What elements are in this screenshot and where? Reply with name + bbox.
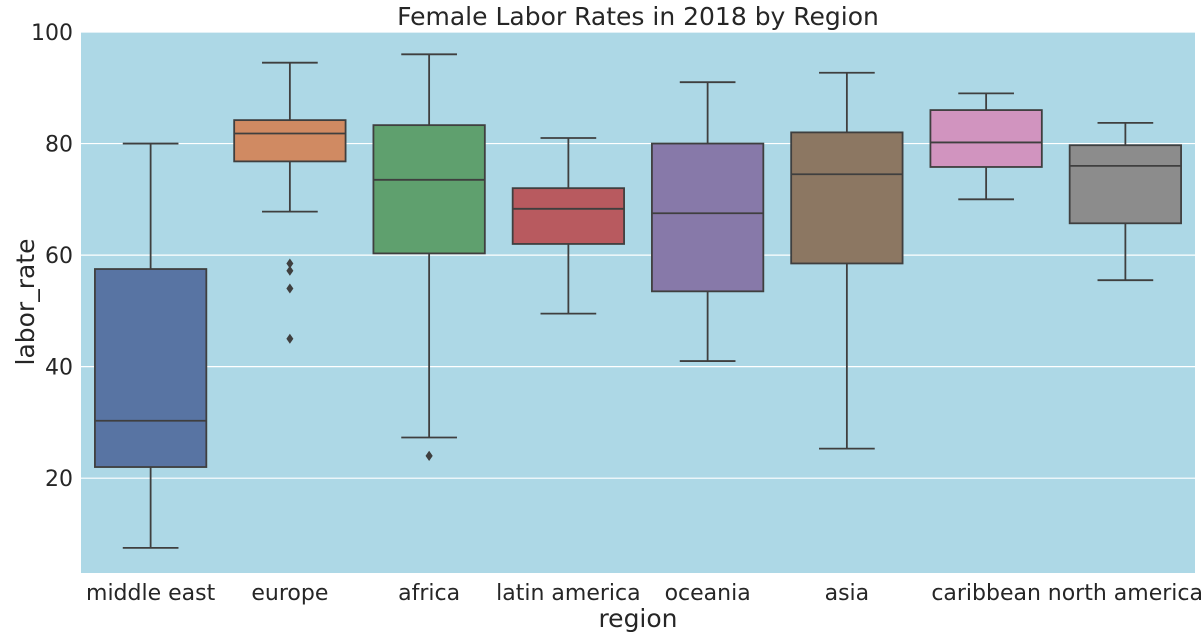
box-oceania — [651, 81, 765, 362]
box-iqr — [94, 268, 208, 468]
x-axis-label: region — [598, 604, 677, 633]
outlier-point — [286, 258, 294, 269]
y-axis-label: labor_rate — [11, 239, 40, 366]
y-tick-80: 80 — [45, 133, 73, 158]
box-iqr — [372, 124, 486, 255]
box-iqr — [929, 109, 1043, 168]
outlier-point — [286, 333, 294, 344]
x-tick-caribbean: caribbean — [931, 581, 1041, 606]
x-tick-asia: asia — [825, 581, 870, 606]
chart-title: Female Labor Rates in 2018 by Region — [397, 2, 879, 31]
y-tick-100: 100 — [31, 21, 73, 46]
x-tick-oceania: oceania — [665, 581, 751, 606]
box-iqr — [790, 131, 904, 265]
y-tick-40: 40 — [45, 356, 73, 381]
x-tick-north-america: north america — [1048, 581, 1203, 606]
x-tick-latin-america: latin america — [496, 581, 640, 606]
box-middle-east — [94, 142, 208, 549]
y-tick-60: 60 — [45, 244, 73, 269]
box-iqr — [1068, 144, 1182, 225]
box-north-america — [1068, 122, 1182, 282]
box-iqr — [651, 142, 765, 293]
box-iqr — [511, 187, 625, 245]
box-asia — [790, 71, 904, 450]
outlier-point — [286, 283, 294, 294]
x-tick-middle-east: middle east — [86, 581, 216, 606]
box-caribbean — [929, 92, 1043, 201]
outlier-point — [425, 450, 433, 461]
x-tick-europe: europe — [251, 581, 328, 606]
y-tick-labels: 20 40 60 80 100 — [31, 21, 73, 492]
x-tick-labels: middle east europe africa latin america ocea… — [86, 581, 1203, 606]
boxes-group — [94, 53, 1182, 549]
box-africa — [372, 53, 486, 461]
y-tick-20: 20 — [45, 467, 73, 492]
outlier-point — [286, 265, 294, 276]
box-iqr — [233, 119, 347, 163]
box-latin-america — [511, 137, 625, 315]
box-europe — [233, 61, 347, 344]
x-tick-africa: africa — [398, 581, 460, 606]
